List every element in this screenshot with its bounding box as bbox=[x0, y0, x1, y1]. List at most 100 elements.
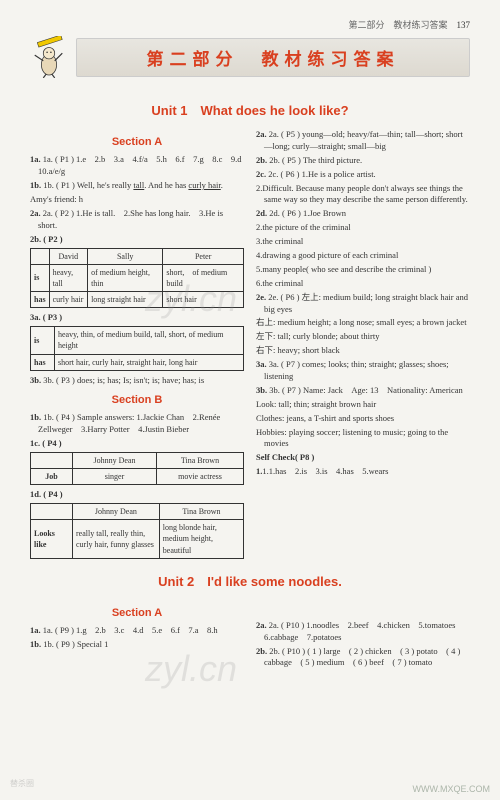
r2c2: 2.Difficult. Because many people don't a… bbox=[256, 183, 470, 207]
unit2-title: Unit 2 I'd like some noodles. bbox=[0, 571, 500, 590]
td: is bbox=[31, 327, 55, 354]
r3a: 3a. 3a. ( P7 ) comes; looks; thin; strai… bbox=[256, 359, 470, 383]
footer-left-logo: 替杀圈 bbox=[10, 778, 50, 794]
r3b4: Hobbies: playing soccer; listening to mu… bbox=[256, 427, 470, 451]
r2b: 2b. 2b. ( P5 ) The third picture. bbox=[256, 155, 470, 167]
t: 3b. ( P3 ) does; is; has; Is; isn't; is;… bbox=[43, 375, 204, 385]
th: Peter bbox=[163, 248, 244, 264]
th: Sally bbox=[88, 248, 163, 264]
u: tall bbox=[133, 180, 144, 190]
header-part: 第二部分 bbox=[348, 20, 384, 30]
r2d3: 3.the criminal bbox=[256, 236, 470, 248]
r2d6: 6.the criminal bbox=[256, 278, 470, 290]
u2-2b: 2b. 2b. ( P10 ) ( 1 ) large ( 2 ) chicke… bbox=[256, 646, 470, 670]
table-1c: Johnny DeanTina Brown Jobsingermovie act… bbox=[30, 452, 244, 485]
td: long blonde hair, medium height, beautif… bbox=[159, 520, 243, 559]
t: 1b. ( P9 ) Special 1 bbox=[43, 639, 108, 649]
unit1-title: Unit 1 What does he look like? bbox=[0, 100, 500, 119]
u: curly hair bbox=[188, 180, 220, 190]
unit2-left: Section A 1a. 1a. ( P9 ) 1.g 2.b 3.c 4.d… bbox=[30, 600, 244, 672]
t: 2c. ( P6 ) 1.He is a police artist. bbox=[268, 169, 375, 179]
page-header: 第二部分 教材练习答案 137 bbox=[0, 0, 500, 36]
entry-1b: 1b. 1b. ( P1 ) Well, he's really tall. A… bbox=[30, 180, 244, 192]
mascot-icon bbox=[30, 36, 68, 78]
t: 2a. ( P10 ) 1.noodles 2.beef 4.chicken 5… bbox=[264, 620, 464, 642]
td: short hair bbox=[163, 292, 244, 308]
page-num: 137 bbox=[457, 20, 471, 30]
t: 1b. ( P1 ) Well, he's really bbox=[43, 180, 133, 190]
td: movie actress bbox=[156, 468, 243, 484]
unit2-right: 2a. 2a. ( P10 ) 1.noodles 2.beef 4.chick… bbox=[256, 600, 470, 672]
th: Johnny Dean bbox=[73, 452, 157, 468]
entry-b1d: 1d. ( P4 ) bbox=[30, 489, 244, 501]
td: Job bbox=[31, 468, 73, 484]
u2-1b: 1b. 1b. ( P9 ) Special 1 bbox=[30, 639, 244, 651]
entry-b1b: 1b. 1b. ( P4 ) Sample answers: 1.Jackie … bbox=[30, 412, 244, 436]
t: 2a. ( P5 ) young—old; heavy/fat—thin; ta… bbox=[264, 129, 463, 151]
th bbox=[31, 248, 50, 264]
t: 2d. ( P6 ) 1.Joe Brown bbox=[269, 208, 346, 218]
title-banner: 第二部分 教材练习答案 bbox=[0, 36, 500, 86]
t: 2b. ( P5 ) The third picture. bbox=[269, 155, 362, 165]
td: curly hair bbox=[49, 292, 88, 308]
txt: 1a. ( P1 ) 1.e 2.b 3.a 4.f/a 5.h 6.f 7.g… bbox=[38, 154, 250, 176]
r3b2: Look: tall; thin; straight brown hair bbox=[256, 399, 470, 411]
r2e3: 左下: tall; curly blonde; about thirty bbox=[256, 331, 470, 343]
header-sub: 教材练习答案 bbox=[393, 20, 447, 30]
th: David bbox=[49, 248, 88, 264]
t: 1b. ( P4 ) Sample answers: 1.Jackie Chan… bbox=[38, 412, 220, 434]
footer-url: WWW.MXQE.COM bbox=[413, 784, 491, 794]
r2e4: 右下: heavy; short black bbox=[256, 345, 470, 357]
r2c: 2c. 2c. ( P6 ) 1.He is a police artist. bbox=[256, 169, 470, 181]
t: 2b. ( P10 ) ( 1 ) large ( 2 ) chicken ( … bbox=[264, 646, 460, 668]
r2d4: 4.drawing a good picture of each crimina… bbox=[256, 250, 470, 262]
td: Looks like bbox=[31, 520, 73, 559]
th: Johnny Dean bbox=[73, 504, 160, 520]
table-3a: isheavy, thin, of medium build, tall, sh… bbox=[30, 326, 244, 371]
entry-2a: 2a. 2a. ( P2 ) 1.He is tall. 2.She has l… bbox=[30, 208, 244, 232]
entry-3b: 3b. 3b. ( P3 ) does; is; has; Is; isn't;… bbox=[30, 375, 244, 387]
th bbox=[31, 452, 73, 468]
rsc: Self Check( P8 ) bbox=[256, 452, 470, 464]
entry-3a: 3a. ( P3 ) bbox=[30, 312, 244, 324]
r3b3: Clothes: jeans, a T-shirt and sports sho… bbox=[256, 413, 470, 425]
r3b: 3b. 3b. ( P7 ) Name: Jack Age: 13 Nation… bbox=[256, 385, 470, 397]
r2a: 2a. 2a. ( P5 ) young—old; heavy/fat—thin… bbox=[256, 129, 470, 153]
th bbox=[31, 504, 73, 520]
r2e2: 右上: medium height; a long nose; small ey… bbox=[256, 317, 470, 329]
banner-title: 第二部分 教材练习答案 bbox=[76, 38, 470, 77]
t: 2e. ( P6 ) 左上: medium build; long straig… bbox=[264, 292, 468, 314]
td: has bbox=[31, 292, 50, 308]
t: 1.1.has 2.is 3.is 4.has 5.wears bbox=[262, 466, 388, 476]
unit2-columns: Section A 1a. 1a. ( P9 ) 1.g 2.b 3.c 4.d… bbox=[0, 600, 500, 672]
content-columns: Section A 1a. 1a. ( P1 ) 1.e 2.b 3.a 4.f… bbox=[0, 129, 500, 563]
table-2b: DavidSallyPeter isheavy, tallof medium h… bbox=[30, 248, 244, 309]
td: heavy, thin, of medium build, tall, shor… bbox=[55, 327, 244, 354]
unit2-section-a: Section A bbox=[30, 606, 244, 621]
left-column: Section A 1a. 1a. ( P1 ) 1.e 2.b 3.a 4.f… bbox=[30, 129, 244, 563]
td: heavy, tall bbox=[49, 264, 88, 291]
td: has bbox=[31, 354, 55, 370]
td: short hair, curly hair, straight hair, l… bbox=[55, 354, 244, 370]
td: really tall, really thin, curly hair, fu… bbox=[73, 520, 160, 559]
r2e: 2e. 2e. ( P6 ) 左上: medium build; long st… bbox=[256, 292, 470, 316]
td: of medium height, thin bbox=[88, 264, 163, 291]
t: 3a. ( P7 ) comes; looks; thin; straight;… bbox=[264, 359, 449, 381]
section-b-title: Section B bbox=[30, 393, 244, 408]
entry-1a: 1a. 1a. ( P1 ) 1.e 2.b 3.a 4.f/a 5.h 6.f… bbox=[30, 154, 244, 178]
td: singer bbox=[73, 468, 157, 484]
table-1d: Johnny DeanTina Brown Looks likereally t… bbox=[30, 503, 244, 559]
r2d: 2d. 2d. ( P6 ) 1.Joe Brown bbox=[256, 208, 470, 220]
t: 2a. ( P2 ) 1.He is tall. 2.She has long … bbox=[38, 208, 223, 230]
right-column: 2a. 2a. ( P5 ) young—old; heavy/fat—thin… bbox=[256, 129, 470, 563]
entry-1b-amy: Amy's friend: h bbox=[30, 194, 244, 206]
entry-b1c: 1c. ( P4 ) bbox=[30, 438, 244, 450]
td: long straight hair bbox=[88, 292, 163, 308]
t: 1a. ( P9 ) 1.g 2.b 3.c 4.d 5.e 6.f 7.a 8… bbox=[43, 625, 218, 635]
t: . bbox=[221, 180, 223, 190]
r2d5: 5.many people( who see and describe the … bbox=[256, 264, 470, 276]
th: Tina Brown bbox=[156, 452, 243, 468]
t: . And he has bbox=[144, 180, 188, 190]
entry-2b: 2b. ( P2 ) bbox=[30, 234, 244, 246]
section-a-title: Section A bbox=[30, 135, 244, 150]
